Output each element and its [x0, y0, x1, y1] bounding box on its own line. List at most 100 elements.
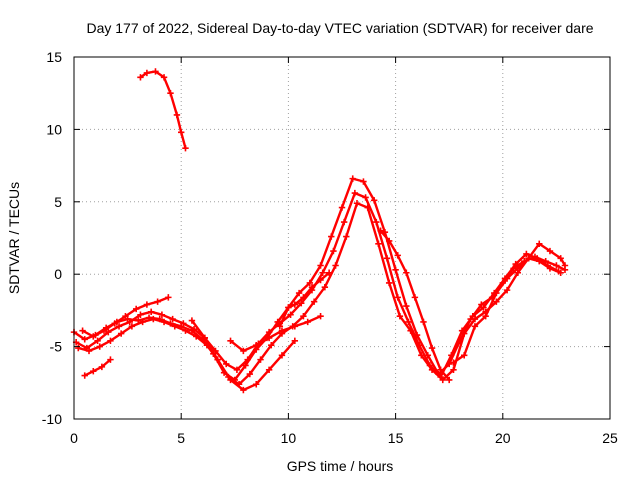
data-point [330, 247, 337, 255]
data-point [364, 204, 371, 211]
x-tick-labels: 0 5 10 15 20 25 [70, 430, 618, 446]
data-point [201, 334, 208, 342]
data-point [493, 298, 500, 305]
data-point [100, 327, 108, 334]
data-point [428, 366, 436, 373]
data-point [94, 337, 101, 345]
data-point [188, 317, 196, 324]
data-point [128, 323, 136, 330]
data-point [223, 360, 230, 368]
x-tick-label: 20 [495, 430, 511, 446]
data-point [461, 330, 468, 337]
data-point [300, 294, 307, 301]
data-point [480, 304, 487, 311]
data-point [79, 327, 86, 334]
data-point [295, 289, 303, 297]
data-point [158, 311, 166, 318]
data-point [117, 330, 125, 337]
data-point [420, 318, 427, 326]
data-point [448, 352, 455, 359]
data-point [306, 279, 314, 287]
data-point [291, 337, 299, 345]
data-point [557, 269, 564, 276]
data-point [143, 69, 151, 77]
y-tick-label: 15 [46, 49, 62, 65]
data-point [512, 260, 519, 268]
data-point [503, 275, 511, 282]
data-point [265, 366, 273, 373]
data-point [268, 341, 275, 349]
data-point [240, 347, 247, 355]
data-point [233, 366, 241, 373]
data-point [482, 312, 489, 320]
data-point [321, 284, 329, 291]
data-point [328, 233, 335, 240]
data-point [349, 175, 356, 182]
data-point [394, 252, 401, 259]
data-point [561, 262, 569, 269]
data-point [450, 366, 457, 373]
data-point [165, 294, 172, 301]
data-point [536, 240, 543, 247]
data-point [396, 312, 404, 320]
series-trace [77, 202, 562, 386]
data-point [403, 302, 410, 310]
data-point [147, 308, 155, 316]
y-tick-labels: -10 -5 0 5 10 15 [42, 49, 62, 427]
data-point [377, 227, 384, 234]
x-tick-label: 10 [281, 430, 297, 446]
data-point [182, 327, 189, 334]
data-point [137, 74, 144, 81]
data-point [403, 269, 410, 276]
series-track-j [450, 240, 569, 366]
data-point [351, 189, 359, 197]
data-point [90, 333, 97, 340]
series-track-c [75, 200, 564, 388]
data-point [180, 320, 187, 327]
plot-frame [73, 56, 611, 420]
data-point [300, 312, 307, 320]
data-point [152, 68, 159, 75]
series-trace [83, 358, 112, 377]
data-point [493, 289, 500, 297]
data-point [553, 262, 560, 269]
data-point [503, 286, 511, 294]
data-point [536, 257, 543, 265]
data-point [325, 269, 333, 276]
data-point [190, 326, 198, 333]
data-point [373, 218, 380, 226]
ticks-layer [73, 56, 611, 420]
data-point [246, 370, 254, 378]
data-point [278, 352, 286, 359]
data-point [439, 376, 446, 384]
series-track-e [81, 356, 114, 379]
data-point [98, 363, 106, 371]
data-point [317, 312, 324, 320]
data-point [437, 366, 444, 373]
y-tick-label: -5 [50, 339, 63, 355]
y-tick-label: -10 [42, 411, 62, 427]
data-point [375, 240, 382, 247]
data-point [287, 311, 294, 318]
data-point [353, 200, 361, 207]
series-track-early [137, 68, 189, 152]
data-point [214, 356, 221, 363]
data-point [81, 336, 88, 343]
data-point [139, 318, 146, 326]
data-point [81, 372, 88, 379]
data-point [407, 327, 414, 334]
data-point [338, 204, 346, 211]
series-track-d [79, 294, 172, 340]
series-track-g [227, 312, 324, 355]
data-point [557, 255, 564, 262]
data-point [160, 74, 168, 81]
grid-layer [74, 57, 610, 419]
series-track-b [72, 189, 562, 381]
data-point [446, 376, 453, 384]
data-point [310, 298, 318, 305]
data-point [546, 265, 554, 272]
data-point [343, 233, 350, 240]
data-point [132, 305, 140, 313]
x-axis-label: GPS time / hours [287, 458, 394, 474]
